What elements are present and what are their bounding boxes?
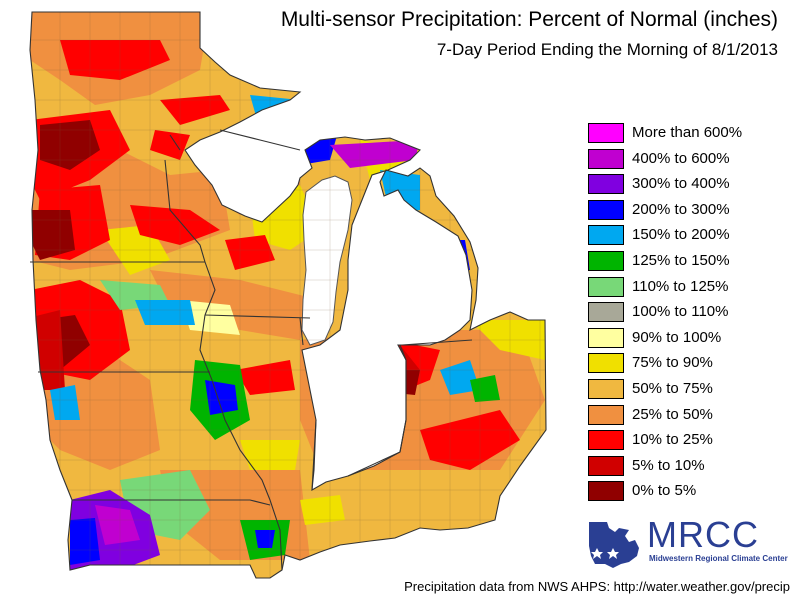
legend-swatch [588, 148, 624, 169]
legend-label: 75% to 90% [632, 354, 713, 372]
legend-label: 10% to 25% [632, 431, 713, 449]
legend-swatch [588, 327, 624, 348]
legend-label: 0% to 5% [632, 482, 697, 500]
mrcc-logo: MRCC Midwestern Regional Climate Center [585, 514, 788, 570]
legend-label: 300% to 400% [632, 175, 730, 193]
legend-swatch [588, 199, 624, 220]
map-title: Multi-sensor Precipitation: Percent of N… [280, 8, 778, 31]
logo-subtitle: Midwestern Regional Climate Center [649, 554, 788, 563]
legend-swatch [588, 353, 624, 374]
map-subtitle: 7-Day Period Ending the Morning of 8/1/2… [436, 40, 778, 59]
legend-swatch [588, 276, 624, 297]
legend-label: More than 600% [632, 124, 743, 141]
legend-label: 100% to 110% [632, 303, 729, 321]
legend-swatch [588, 302, 624, 323]
legend-swatch [588, 174, 624, 195]
legend-swatch [588, 481, 624, 502]
legend-swatch [588, 250, 624, 271]
legend-label: 200% to 300% [632, 200, 730, 218]
legend-swatch [588, 404, 624, 425]
legend-swatch [588, 378, 624, 399]
legend-label: 125% to 150% [632, 251, 730, 269]
legend-label: 50% to 75% [632, 379, 713, 397]
legend-label: 90% to 100% [632, 328, 722, 346]
legend-swatch [588, 225, 624, 246]
logo-name: MRCC [647, 514, 759, 555]
legend-swatch [588, 430, 624, 451]
legend-label: 110% to 125% [632, 277, 729, 295]
data-source-note: Precipitation data from NWS AHPS: http:/… [404, 579, 790, 594]
legend-label: 400% to 600% [632, 149, 730, 167]
legend-label: 25% to 50% [632, 405, 713, 423]
legend-label: 5% to 10% [632, 456, 705, 474]
midwest-map-icon [589, 522, 639, 568]
legend-swatch [588, 123, 624, 143]
legend-swatch [588, 455, 624, 476]
legend-label: 150% to 200% [632, 226, 730, 244]
